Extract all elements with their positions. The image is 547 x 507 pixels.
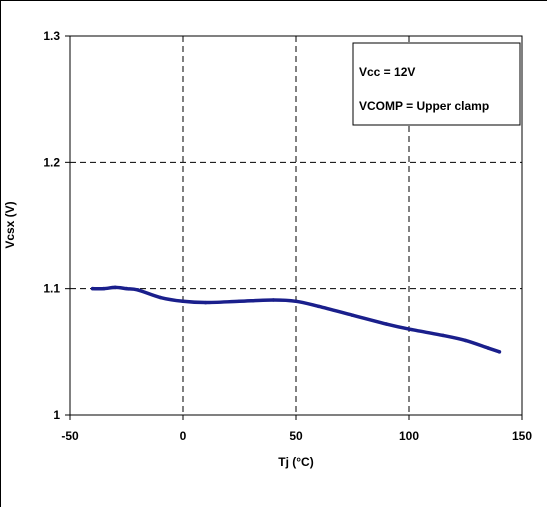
data-point (294, 299, 298, 304)
data-point (90, 286, 95, 291)
data-point (350, 313, 355, 317)
data-point (136, 288, 140, 292)
y-tick-label: 1.1 (43, 282, 60, 296)
data-point (113, 285, 117, 290)
y-axis-title: Vcsx (V) (3, 201, 17, 248)
data-point (486, 346, 490, 350)
data-point (407, 327, 411, 331)
y-tick-label: 1.2 (43, 155, 60, 169)
x-axis-title: Tj (°C) (278, 455, 313, 469)
y-tick-label: 1 (53, 408, 60, 422)
x-tick-label: 100 (399, 429, 419, 443)
x-tick-label: 50 (289, 429, 303, 443)
data-point (271, 298, 276, 302)
legend-line-vcomp: VCOMP = Upper clamp (359, 99, 489, 113)
data-point (316, 304, 321, 309)
x-tick-label: 0 (180, 429, 187, 443)
y-tick-label: 1.3 (43, 29, 60, 43)
x-tick-label: 150 (512, 429, 532, 443)
data-point (384, 322, 389, 326)
x-tick-label: -50 (61, 429, 79, 443)
data-point (102, 286, 106, 291)
legend-frame (352, 42, 521, 126)
data-point (124, 286, 129, 291)
data-point (441, 333, 445, 338)
data-point (158, 295, 163, 300)
data-point (497, 350, 502, 354)
legend-box: Vcc = 12V VCOMP = Upper clamp (352, 42, 521, 126)
series-layer (90, 285, 502, 354)
data-point (181, 299, 185, 304)
data-point (463, 338, 468, 343)
axes: -50 0 50 100 150 1 1.1 1.2 1.3 (43, 29, 532, 443)
data-point (237, 299, 242, 304)
data-point (203, 300, 208, 305)
legend-line-vcc: Vcc = 12V (359, 65, 415, 79)
